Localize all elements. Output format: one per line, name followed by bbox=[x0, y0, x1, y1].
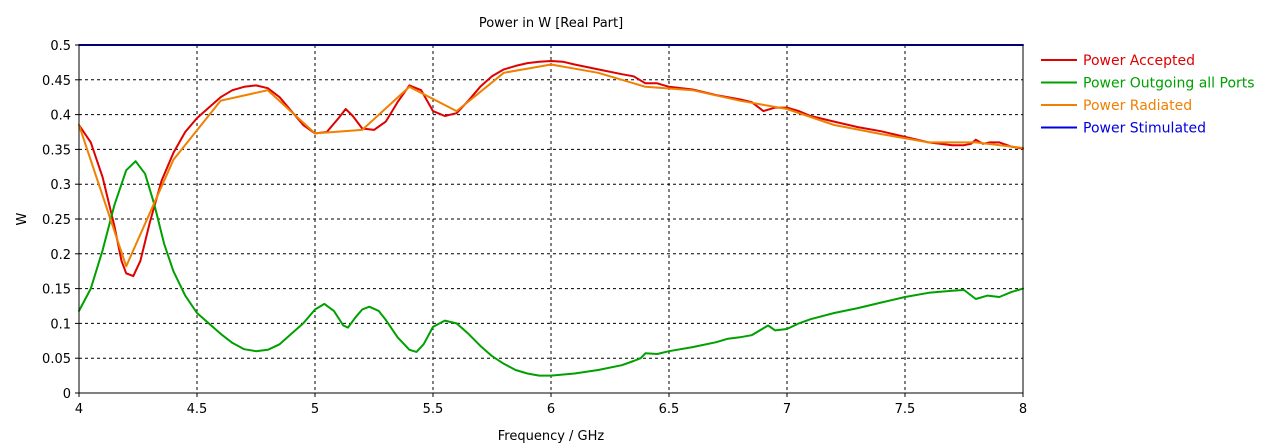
series-line-power-accepted bbox=[78, 60, 1024, 278]
series-line-power-radiated bbox=[78, 63, 1024, 268]
x-axis-ticks: 4 4.5 5 5.5 6 6.5 7 7.5 8 bbox=[75, 393, 1027, 417]
x-tick-label: 6.5 bbox=[659, 402, 680, 417]
grid bbox=[79, 45, 1023, 393]
legend-label-power-stimulated: Power Stimulated bbox=[1083, 121, 1206, 137]
y-tick-label: 0.35 bbox=[42, 143, 71, 158]
chart-title: Power in W [Real Part] bbox=[479, 16, 623, 31]
legend-label-power-outgoing-all-ports: Power Outgoing all Ports bbox=[1083, 76, 1255, 92]
y-tick-label: 0.1 bbox=[50, 317, 71, 332]
legend-label-power-accepted: Power Accepted bbox=[1083, 53, 1195, 69]
y-tick-label: 0 bbox=[63, 387, 71, 402]
series-line-power-outgoing-all-ports bbox=[78, 160, 1024, 377]
y-tick-label: 0.2 bbox=[50, 248, 71, 263]
y-tick-label: 0.5 bbox=[50, 39, 71, 54]
plot-frame bbox=[78, 44, 1024, 394]
y-tick-label: 0.25 bbox=[42, 213, 71, 228]
y-axis-label: W bbox=[15, 212, 30, 225]
x-tick-label: 5 bbox=[311, 402, 319, 417]
y-tick-label: 0.15 bbox=[42, 283, 71, 298]
y-axis-ticks: 0 0.05 0.1 0.15 0.2 0.25 0.3 0.35 0.4 0.45 0.5 bbox=[42, 39, 79, 402]
x-tick-label: 6 bbox=[547, 402, 555, 417]
x-tick-label: 4.5 bbox=[187, 402, 208, 417]
x-tick-label: 4 bbox=[75, 402, 83, 417]
y-tick-label: 0.05 bbox=[42, 352, 71, 367]
legend: Power Accepted Power Outgoing all Ports Po… bbox=[1041, 53, 1255, 137]
x-tick-label: 5.5 bbox=[423, 402, 444, 417]
y-tick-label: 0.3 bbox=[50, 178, 71, 193]
y-tick-label: 0.4 bbox=[50, 109, 71, 124]
x-axis-label: Frequency / GHz bbox=[498, 429, 605, 444]
legend-label-power-radiated: Power Radiated bbox=[1083, 98, 1192, 114]
x-tick-label: 7 bbox=[783, 402, 791, 417]
x-tick-label: 8 bbox=[1019, 402, 1027, 417]
y-tick-label: 0.45 bbox=[42, 74, 71, 89]
x-tick-label: 7.5 bbox=[895, 402, 916, 417]
